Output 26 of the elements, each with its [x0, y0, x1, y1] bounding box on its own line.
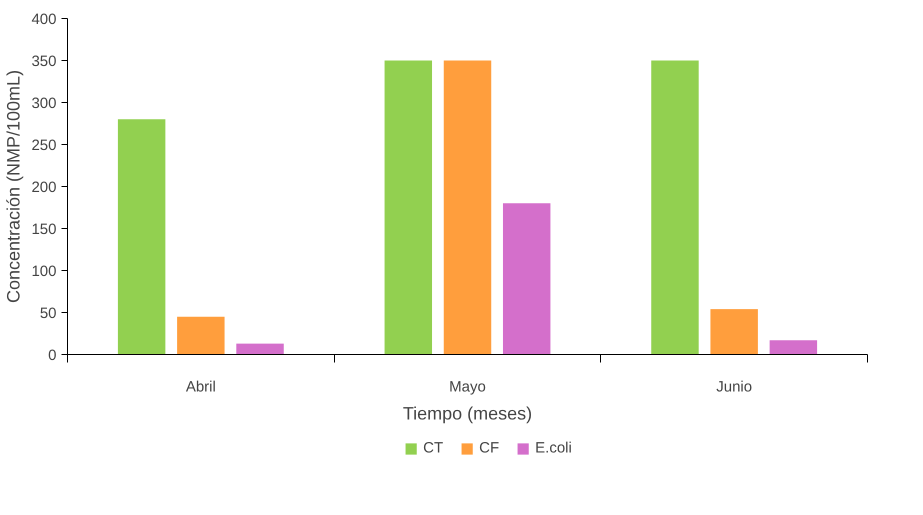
legend-label: CF [479, 440, 500, 456]
legend-label: E.coli [535, 440, 572, 456]
bar [770, 340, 818, 354]
y-tick-label: 50 [40, 305, 57, 322]
y-tick-label: 250 [31, 137, 57, 154]
x-tick-label: Junio [716, 378, 752, 396]
bar [384, 60, 432, 354]
x-tick-label: Abril [186, 378, 216, 396]
legend-label: CT [423, 440, 444, 456]
bar [236, 344, 284, 354]
bar [651, 60, 699, 354]
bar [177, 316, 225, 354]
y-tick-label: 200 [31, 179, 57, 196]
x-tick-label: Mayo [449, 378, 486, 396]
bar [710, 309, 758, 354]
y-tick-label: 100 [31, 263, 57, 280]
y-tick-label: 150 [31, 221, 57, 238]
bar [444, 60, 492, 354]
x-axis-title: Tiempo (meses) [402, 404, 532, 424]
bar [502, 203, 550, 354]
y-axis-title: Concentración (NMP/100mL) [3, 70, 24, 304]
y-tick-label: 350 [31, 53, 57, 70]
bar [118, 119, 166, 354]
y-tick-label: 400 [31, 11, 57, 28]
y-tick-label: 0 [48, 347, 56, 364]
y-tick-label: 300 [31, 95, 57, 112]
